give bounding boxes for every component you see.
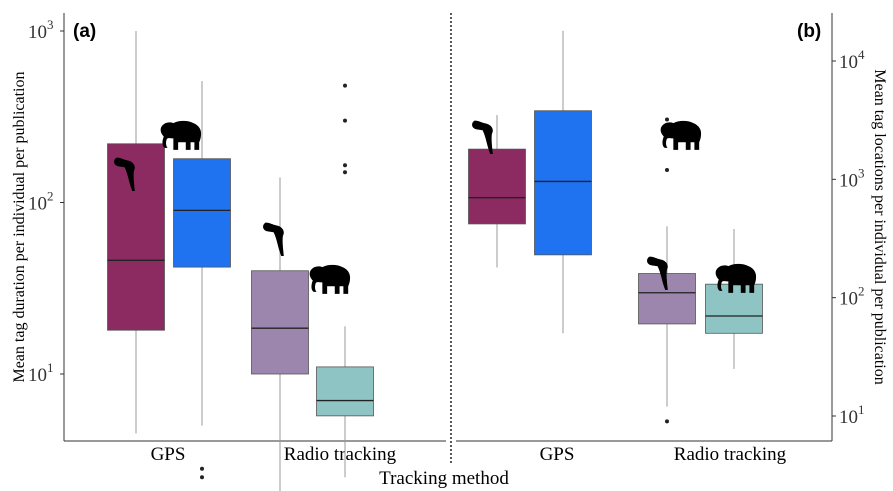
y-tick-label: 102	[28, 189, 54, 215]
box-iqr	[107, 143, 165, 331]
elephant-icon	[309, 264, 351, 294]
box-radio-tracking-elephant	[705, 229, 763, 369]
box-gps-elephant	[160, 81, 231, 480]
elephant-icon	[660, 120, 702, 150]
y-tick-label: 101	[839, 402, 865, 428]
box-iqr	[468, 148, 526, 225]
panel-b-x-label-gps: GPS	[540, 444, 575, 465]
box-gps-bird	[468, 114, 526, 268]
box-iqr	[316, 366, 374, 417]
panel-a-label: (a)	[73, 21, 96, 42]
outlier-point	[343, 118, 347, 123]
box-radio-tracking-bird	[638, 117, 696, 424]
box-gps-elephant	[534, 30, 702, 334]
panel-a-x-label-radio: Radio tracking	[284, 444, 397, 465]
outlier-point	[200, 466, 204, 471]
bird-icon	[263, 222, 284, 256]
x-axis-title: Tracking method	[379, 468, 509, 489]
outlier-point	[665, 167, 669, 172]
outlier-point	[665, 117, 669, 122]
y-tick-label: 103	[28, 17, 54, 43]
box-gps-bird	[107, 31, 165, 434]
box-iqr	[534, 110, 592, 256]
outlier-point	[343, 83, 347, 88]
box-radio-tracking-bird	[251, 177, 309, 491]
panel-b-x-label-radio: Radio tracking	[674, 444, 787, 465]
box-iqr	[638, 273, 696, 325]
panel-b-plot: 101 102 103 104	[468, 30, 865, 428]
outlier-point	[343, 170, 347, 175]
box-radio-tracking-elephant	[309, 83, 374, 478]
y-tick-label: 102	[839, 284, 865, 310]
outlier-point	[665, 419, 669, 424]
panel-a-y-axis-title: Mean tag duration per individual per pub…	[11, 71, 28, 382]
elephant-icon	[160, 120, 202, 150]
box-iqr	[173, 158, 231, 268]
panel-a-plot: 101 102 103	[28, 17, 374, 491]
y-tick-label: 103	[839, 165, 865, 191]
box-iqr	[251, 270, 309, 375]
panel-a-x-label-gps: GPS	[151, 444, 186, 465]
panel-b-label: (b)	[797, 21, 821, 42]
y-tick-label: 101	[28, 360, 54, 386]
y-tick-label: 104	[839, 47, 865, 73]
outlier-point	[343, 163, 347, 168]
outlier-point	[200, 475, 204, 480]
panel-b-y-axis-title: Mean tag locations per individual per pu…	[871, 69, 888, 384]
